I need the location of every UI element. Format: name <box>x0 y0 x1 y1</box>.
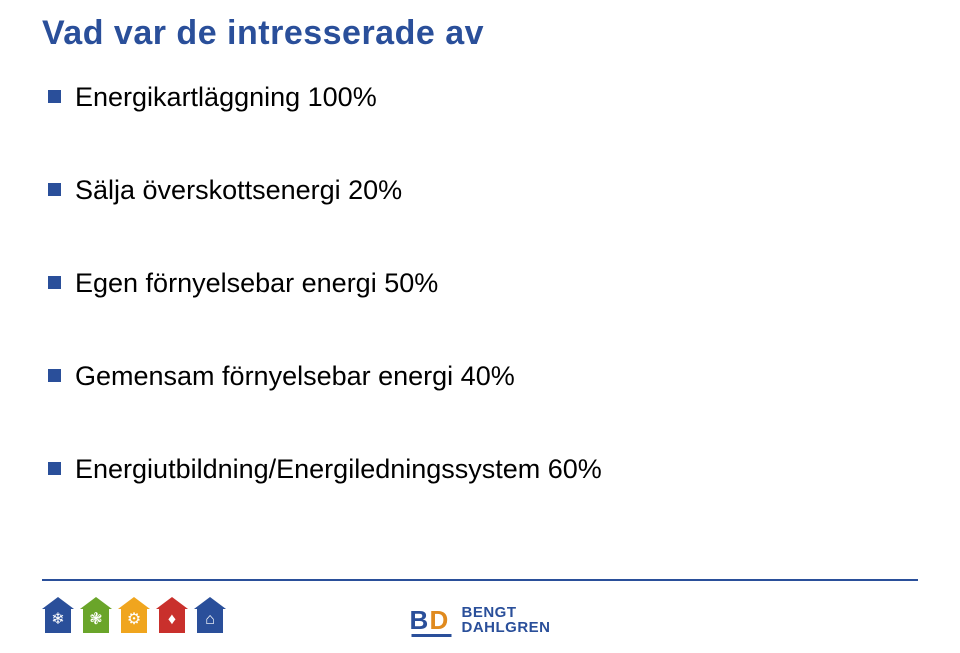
house-glyph-icon: ⌂ <box>194 610 226 630</box>
footer-icon-row: ❄ ❃ ⚙ ♦ ⌂ <box>42 597 226 633</box>
logo-letter-d: D <box>430 605 449 636</box>
list-item: Gemensam förnyelsebar energi 40% <box>48 359 912 394</box>
list-item: Sälja överskottsenergi 20% <box>48 173 912 208</box>
bullet-marker <box>48 90 61 103</box>
bullet-text: Gemensam förnyelsebar energi 40% <box>75 359 515 394</box>
bullet-marker <box>48 369 61 382</box>
house-glyph-icon: ❃ <box>80 610 112 630</box>
house-icon: ❃ <box>80 597 112 633</box>
house-icon: ♦ <box>156 597 188 633</box>
bullet-marker <box>48 276 61 289</box>
bullet-text: Sälja överskottsenergi 20% <box>75 173 402 208</box>
bullet-list: Energikartläggning 100% Sälja överskotts… <box>48 80 912 545</box>
slide-title: Vad var de intresserade av <box>42 14 484 53</box>
bullet-text: Energikartläggning 100% <box>75 80 377 115</box>
bullet-marker <box>48 183 61 196</box>
footer-divider <box>42 579 918 581</box>
bullet-text: Energiutbildning/Energiledningssystem 60… <box>75 452 602 487</box>
list-item: Egen förnyelsebar energi 50% <box>48 266 912 301</box>
house-glyph-icon: ♦ <box>156 610 188 630</box>
company-logo: B D BENGT DAHLGREN <box>410 603 551 637</box>
logo-text: BENGT DAHLGREN <box>462 605 551 635</box>
house-icon: ⚙ <box>118 597 150 633</box>
house-glyph-icon: ⚙ <box>118 610 150 630</box>
logo-line-2: DAHLGREN <box>462 620 551 635</box>
list-item: Energikartläggning 100% <box>48 80 912 115</box>
list-item: Energiutbildning/Energiledningssystem 60… <box>48 452 912 487</box>
logo-mark-icon: B D <box>410 603 454 637</box>
house-glyph-icon: ❄ <box>42 610 74 630</box>
logo-line-1: BENGT <box>462 605 551 620</box>
logo-letter-b: B <box>410 605 429 636</box>
bullet-marker <box>48 462 61 475</box>
house-icon: ⌂ <box>194 597 226 633</box>
bullet-text: Egen förnyelsebar energi 50% <box>75 266 438 301</box>
house-icon: ❄ <box>42 597 74 633</box>
